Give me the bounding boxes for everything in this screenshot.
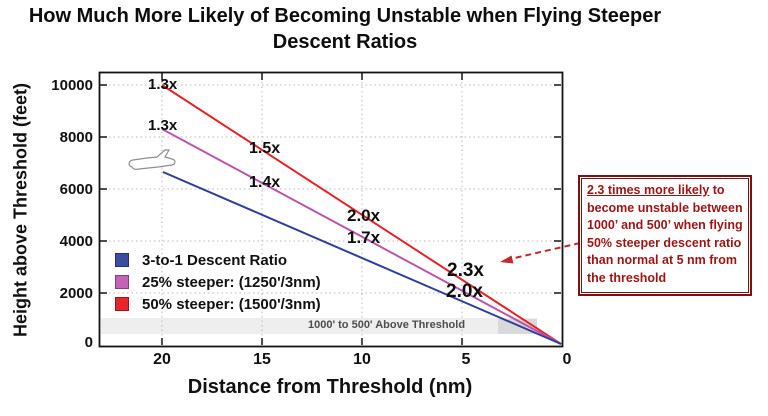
legend-swatch-pink bbox=[115, 275, 129, 289]
y-tick-4000: 4000 bbox=[59, 233, 93, 250]
annotation-pink-10nm: 1.7x bbox=[347, 228, 381, 247]
altitude-band-dark-segment bbox=[498, 319, 537, 334]
legend-swatch-blue bbox=[115, 253, 129, 267]
legend-swatch-red bbox=[115, 297, 129, 311]
airplane-icon bbox=[128, 149, 176, 170]
legend-label-3-to-1: 3-to-1 Descent Ratio bbox=[142, 252, 288, 269]
y-tick-10000: 10000 bbox=[51, 77, 93, 94]
annotation-pink-15nm: 1.4x bbox=[249, 174, 281, 191]
x-tick-15: 15 bbox=[253, 351, 271, 368]
x-axis-title: Distance from Threshold (nm) bbox=[187, 376, 473, 398]
y-axis-title: Height above Threshold (feet) bbox=[10, 82, 31, 338]
x-tick-20: 20 bbox=[153, 351, 171, 368]
annotation-red-20nm: 1.3x bbox=[148, 76, 178, 93]
legend-label-25pct: 25% steeper: (1250'/3nm) bbox=[142, 274, 321, 291]
y-tick-0: 0 bbox=[84, 334, 93, 351]
annotation-red-10nm: 2.0x bbox=[347, 206, 381, 225]
y-tick-8000: 8000 bbox=[59, 129, 93, 146]
annotation-red-15nm: 1.5x bbox=[249, 140, 281, 157]
chart-title-line1: How Much More Likely of Becoming Unstabl… bbox=[28, 5, 662, 27]
chart-title: How Much More Likely of Becoming Unstabl… bbox=[0, 3, 690, 55]
x-tick-0: 0 bbox=[562, 351, 572, 368]
callout-arrow bbox=[500, 242, 581, 264]
x-tick-10: 10 bbox=[353, 351, 371, 368]
y-tick-6000: 6000 bbox=[59, 181, 93, 198]
callout-box: 2.3 times more likely to become unstable… bbox=[578, 175, 752, 296]
chart-title-line2: Descent Ratios bbox=[272, 31, 418, 53]
annotation-pink-5nm: 2.0x bbox=[446, 281, 483, 302]
callout-rest-text: to become unstable between 1000’ and 500… bbox=[587, 183, 743, 285]
annotation-red-5nm: 2.3x bbox=[447, 260, 484, 281]
callout-underlined-phrase: 2.3 times more likely bbox=[587, 183, 710, 197]
legend-label-50pct: 50% steeper: (1500'/3nm) bbox=[142, 296, 321, 313]
annotation-pink-20nm: 1.3x bbox=[148, 117, 178, 134]
y-tick-2000: 2000 bbox=[59, 285, 93, 302]
callout-text: 2.3 times more likely to become unstable… bbox=[581, 178, 749, 293]
x-tick-5: 5 bbox=[461, 351, 471, 368]
altitude-band-label: 1000' to 500' Above Threshold bbox=[308, 319, 466, 331]
